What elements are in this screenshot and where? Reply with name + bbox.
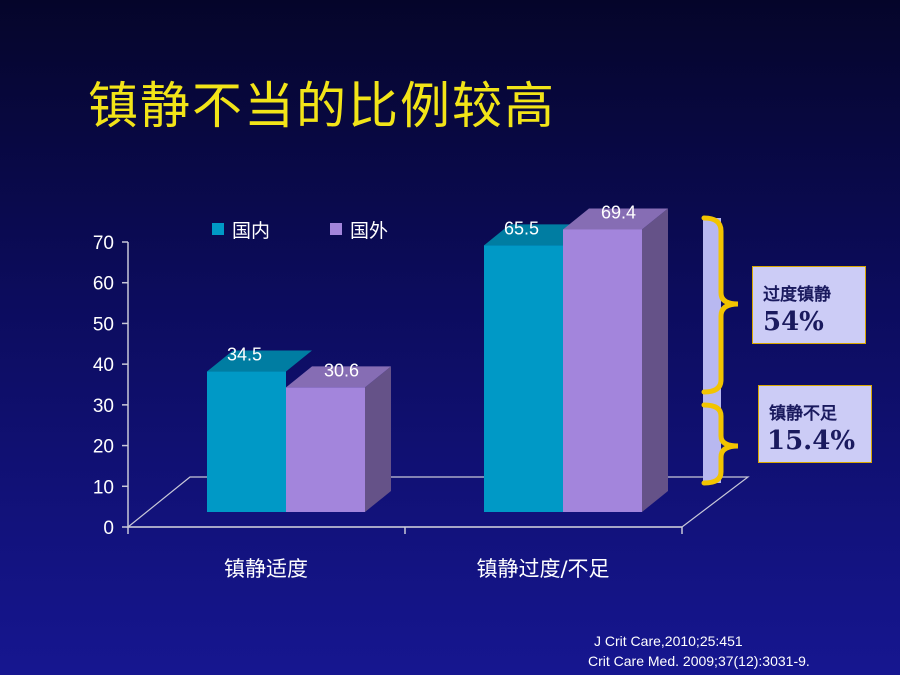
bracket-upper xyxy=(701,215,739,395)
bar-front-face xyxy=(207,371,286,512)
bracket-highlight-panel xyxy=(703,218,721,483)
legend-label: 国外 xyxy=(350,220,388,242)
bar: 69.4 xyxy=(563,202,668,512)
legend-item: 国外 xyxy=(330,220,388,242)
x-category-label: 镇静过度/不足 xyxy=(476,557,609,581)
y-tick-label: 0 xyxy=(103,518,114,539)
y-tick-label: 60 xyxy=(93,274,114,295)
reference-1: J Crit Care,2010;25:451 xyxy=(594,633,743,649)
y-tick-label: 30 xyxy=(93,396,114,417)
callout-over-sedation-value: 54% xyxy=(763,307,824,337)
bar-side-face xyxy=(365,366,391,512)
bar: 65.5 xyxy=(484,218,589,513)
x-category-label: 镇静适度 xyxy=(224,557,308,581)
y-tick-label: 40 xyxy=(93,355,114,376)
bar-value-label: 34.5 xyxy=(227,345,262,365)
y-tick-label: 20 xyxy=(93,437,114,458)
bar-side-face xyxy=(642,208,668,512)
callout-over-sedation: 过度镇静 54% xyxy=(752,266,866,344)
legend-swatch xyxy=(330,223,342,235)
y-tick-label: 70 xyxy=(93,233,114,254)
callout-under-sedation-label: 镇静不足 xyxy=(769,404,837,424)
callout-under-sedation-value: 15.4% xyxy=(767,426,856,456)
bar-value-label: 65.5 xyxy=(504,218,539,238)
callout-over-sedation-label: 过度镇静 xyxy=(763,285,831,305)
bar-value-label: 69.4 xyxy=(601,202,636,222)
reference-2: Crit Care Med. 2009;37(12):3031-9. xyxy=(588,653,810,669)
bar-top-face xyxy=(563,208,668,230)
bar: 30.6 xyxy=(286,360,391,512)
bar-top-face xyxy=(286,366,391,388)
references: J Crit Care,2010;25:451 Crit Care Med. 2… xyxy=(588,631,810,671)
bar-front-face xyxy=(286,387,365,512)
y-tick-label: 50 xyxy=(93,314,114,335)
bar-top-face xyxy=(207,350,312,372)
bar-front-face xyxy=(484,245,563,513)
bar-value-label: 30.6 xyxy=(324,360,359,380)
bar: 34.5 xyxy=(207,345,312,512)
legend-item: 国内 xyxy=(212,220,270,242)
legend-swatch xyxy=(212,223,224,235)
bar-top-face xyxy=(484,224,589,246)
y-tick-label: 10 xyxy=(93,477,114,498)
slide-title: 镇静不当的比例较高 xyxy=(88,77,556,135)
bar-front-face xyxy=(563,229,642,512)
callout-under-sedation: 镇静不足 15.4% xyxy=(758,385,872,463)
bracket-lower xyxy=(701,402,739,486)
legend-label: 国内 xyxy=(232,220,270,242)
